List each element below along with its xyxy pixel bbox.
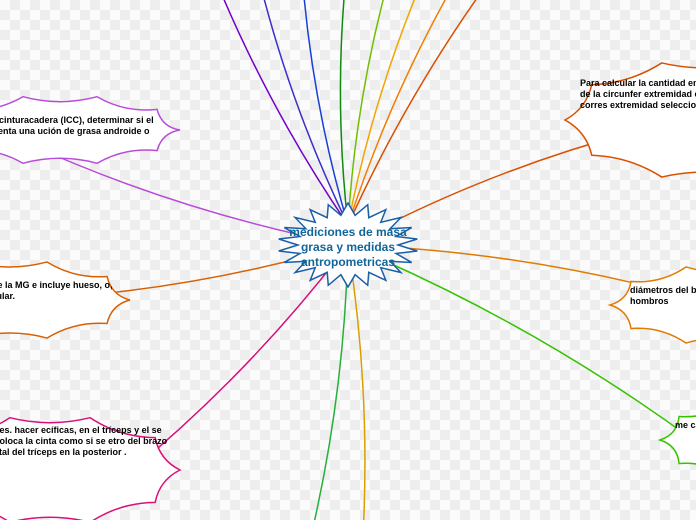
cloud-node: [610, 267, 696, 343]
cloud-node: [0, 97, 180, 164]
cloud-node: [0, 262, 130, 338]
cloud-node: [565, 63, 696, 177]
mindmap-canvas: [0, 0, 696, 520]
cloud-node: [660, 402, 696, 478]
cloud-node: [0, 418, 180, 520]
center-starburst: [279, 203, 418, 287]
